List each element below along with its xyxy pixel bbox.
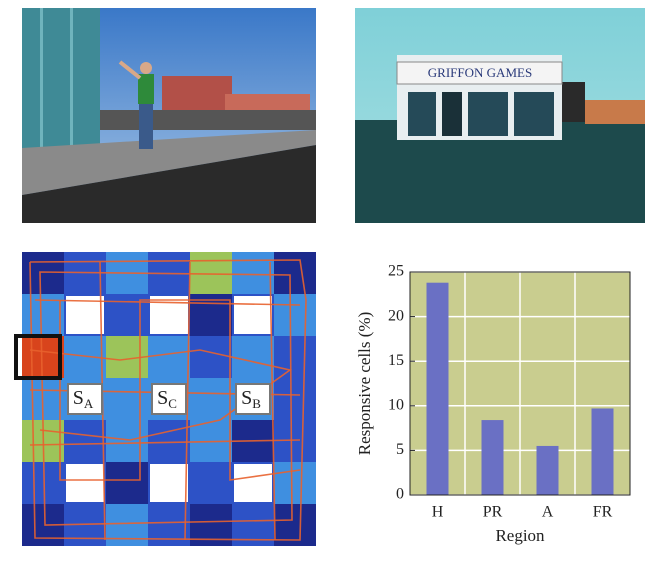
trajectory: [39, 271, 293, 526]
bar-chart: 0 5 10 15 20 25 H PR A FR Region Responsive cells (…: [355, 263, 631, 545]
far-building: [585, 100, 645, 124]
heat-cell: [274, 378, 316, 420]
heat-cell: [274, 336, 316, 378]
arm: [118, 60, 142, 80]
heat-cell: [22, 462, 64, 504]
far-building: [560, 82, 585, 122]
store-scene: GRIFFON GAMES: [355, 8, 645, 223]
heat-cell: [232, 336, 274, 378]
bar: [481, 420, 504, 495]
heat-cell: [64, 420, 106, 462]
obstacle: [66, 296, 104, 334]
store-sign: [396, 61, 563, 85]
tower: [22, 8, 100, 148]
y-tick-label: 5: [396, 441, 404, 458]
store-sign-text: GRIFFON GAMES: [428, 65, 532, 80]
trajectory: [29, 349, 292, 441]
city-scene: [22, 8, 316, 223]
obstacle: [234, 296, 272, 334]
y-tick-label: 25: [388, 263, 404, 280]
tower-line: [70, 8, 73, 148]
window: [408, 92, 436, 136]
store-label: SC: [157, 387, 177, 411]
heat-cell: [106, 462, 148, 504]
road: [22, 145, 316, 223]
x-tick-label: A: [542, 504, 554, 521]
heat-cell: [148, 420, 190, 462]
heat-cell: [274, 252, 316, 294]
heat-cell: [190, 378, 232, 420]
x-tick-label: FR: [593, 504, 613, 521]
jeans: [139, 104, 153, 149]
heat-cell: [232, 252, 274, 294]
heat-cell: [148, 336, 190, 378]
x-tick-label: H: [432, 504, 444, 521]
sidewalk: [22, 130, 316, 195]
store-label-sub: A: [84, 396, 94, 411]
store-label: SB: [241, 387, 261, 411]
heat-cell: [274, 504, 316, 546]
heat-cell: [106, 420, 148, 462]
x-tick-label: PR: [483, 504, 503, 521]
store-label-sub: B: [252, 396, 261, 411]
store-box: [151, 383, 187, 415]
heat-cell: [190, 462, 232, 504]
heat-cell: [190, 294, 232, 336]
store-box: [235, 383, 271, 415]
heat-cell: [274, 462, 316, 504]
shirt: [138, 74, 154, 104]
y-tick-label: 15: [388, 352, 404, 369]
door: [442, 92, 462, 136]
heat-cell: [22, 336, 64, 378]
heat-cell: [190, 336, 232, 378]
store-label-main: S: [157, 387, 168, 409]
obstacle: [66, 464, 104, 502]
obstacle: [150, 464, 188, 502]
store-label-main: S: [73, 387, 84, 409]
bar: [426, 282, 449, 495]
y-tick-label: 10: [388, 396, 404, 413]
highlight-cell: [14, 334, 62, 380]
x-axis-label: Region: [495, 526, 545, 545]
tower-line: [40, 8, 43, 148]
window: [514, 92, 554, 136]
trajectory: [29, 259, 307, 541]
store-label: SA: [73, 387, 94, 411]
store-label-sub: C: [168, 396, 177, 411]
heat-cell: [106, 378, 148, 420]
heat-cell: [274, 294, 316, 336]
far-ground: [100, 110, 316, 130]
obstacle: [234, 464, 272, 502]
bar: [591, 408, 614, 495]
trajectory: [59, 299, 301, 481]
store-label-main: S: [241, 387, 252, 409]
place-field-map: SA SC SB: [14, 252, 316, 546]
y-tick-label: 0: [396, 486, 404, 503]
bar: [536, 445, 559, 495]
head: [140, 62, 152, 74]
window: [468, 92, 508, 136]
plot-frame: [409, 271, 631, 496]
y-tick-label: 20: [388, 307, 404, 324]
heat-cell: [106, 504, 148, 546]
store-box: [67, 383, 103, 415]
heat-cell: [190, 252, 232, 294]
y-axis-label: Responsive cells (%): [355, 312, 374, 456]
